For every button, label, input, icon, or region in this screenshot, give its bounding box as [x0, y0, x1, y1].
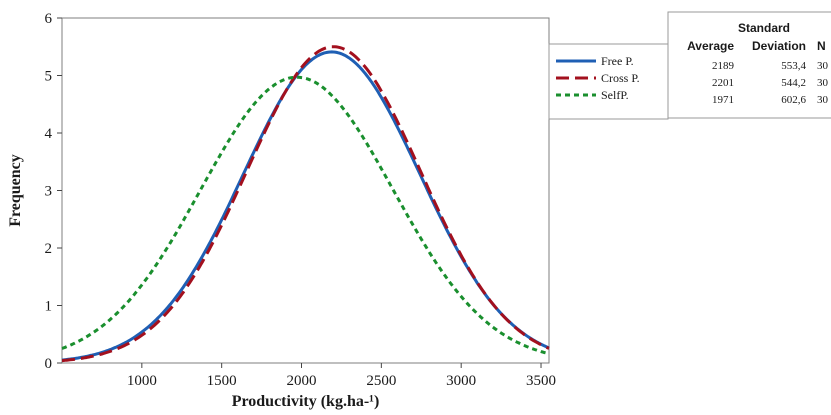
x-axis: 1000 1500 2000 2500 3000 3500 — [127, 363, 556, 389]
curve-free-p — [61, 50, 550, 362]
table-cell: 30 — [817, 77, 829, 89]
table-header-standard: Standard — [738, 21, 790, 35]
y-axis: 0 1 2 3 4 5 6 — [45, 11, 62, 372]
curve-self-p — [61, 75, 550, 356]
table-cell: 553,4 — [781, 60, 806, 72]
y-axis-title: Frequency — [7, 154, 24, 227]
y-tick-label: 1 — [45, 299, 53, 315]
table-cell: 2189 — [712, 60, 735, 72]
stats-table: Standard Average Deviation N 2189 553,4 … — [667, 11, 831, 119]
y-tick-label: 2 — [45, 241, 53, 257]
legend-label-self-p: SelfP. — [601, 88, 629, 102]
y-tick-label: 4 — [45, 126, 53, 142]
x-tick-label: 2500 — [366, 373, 396, 389]
series-curves — [61, 45, 550, 363]
stats-table-box — [667, 11, 831, 119]
table-cell: 30 — [817, 60, 829, 72]
table-header-average: Average — [687, 39, 734, 53]
legend-box — [548, 43, 669, 120]
table-cell: 544,2 — [781, 77, 806, 89]
table-header-n: N — [817, 39, 826, 53]
table-cell: 602,6 — [781, 94, 806, 106]
x-tick-label: 2000 — [287, 373, 317, 389]
table-cell: 30 — [817, 94, 829, 106]
table-cell: 2201 — [712, 77, 734, 89]
table-header-deviation: Deviation — [752, 39, 806, 53]
curve-cross-p — [61, 45, 550, 363]
x-tick-label: 1000 — [127, 373, 157, 389]
legend: Free P. Cross P. SelfP. — [548, 43, 669, 120]
y-tick-label: 3 — [45, 184, 53, 200]
y-tick-label: 0 — [45, 356, 53, 372]
legend-label-free-p: Free P. — [601, 54, 634, 68]
x-tick-label: 3500 — [526, 373, 556, 389]
y-tick-label: 6 — [45, 11, 53, 27]
legend-label-cross-p: Cross P. — [601, 71, 640, 85]
table-cell: 1971 — [712, 94, 734, 106]
x-tick-label: 1500 — [207, 373, 237, 389]
y-tick-label: 5 — [45, 69, 53, 85]
x-axis-title: Productivity (kg.ha-¹) — [232, 393, 380, 410]
x-tick-label: 3000 — [446, 373, 476, 389]
